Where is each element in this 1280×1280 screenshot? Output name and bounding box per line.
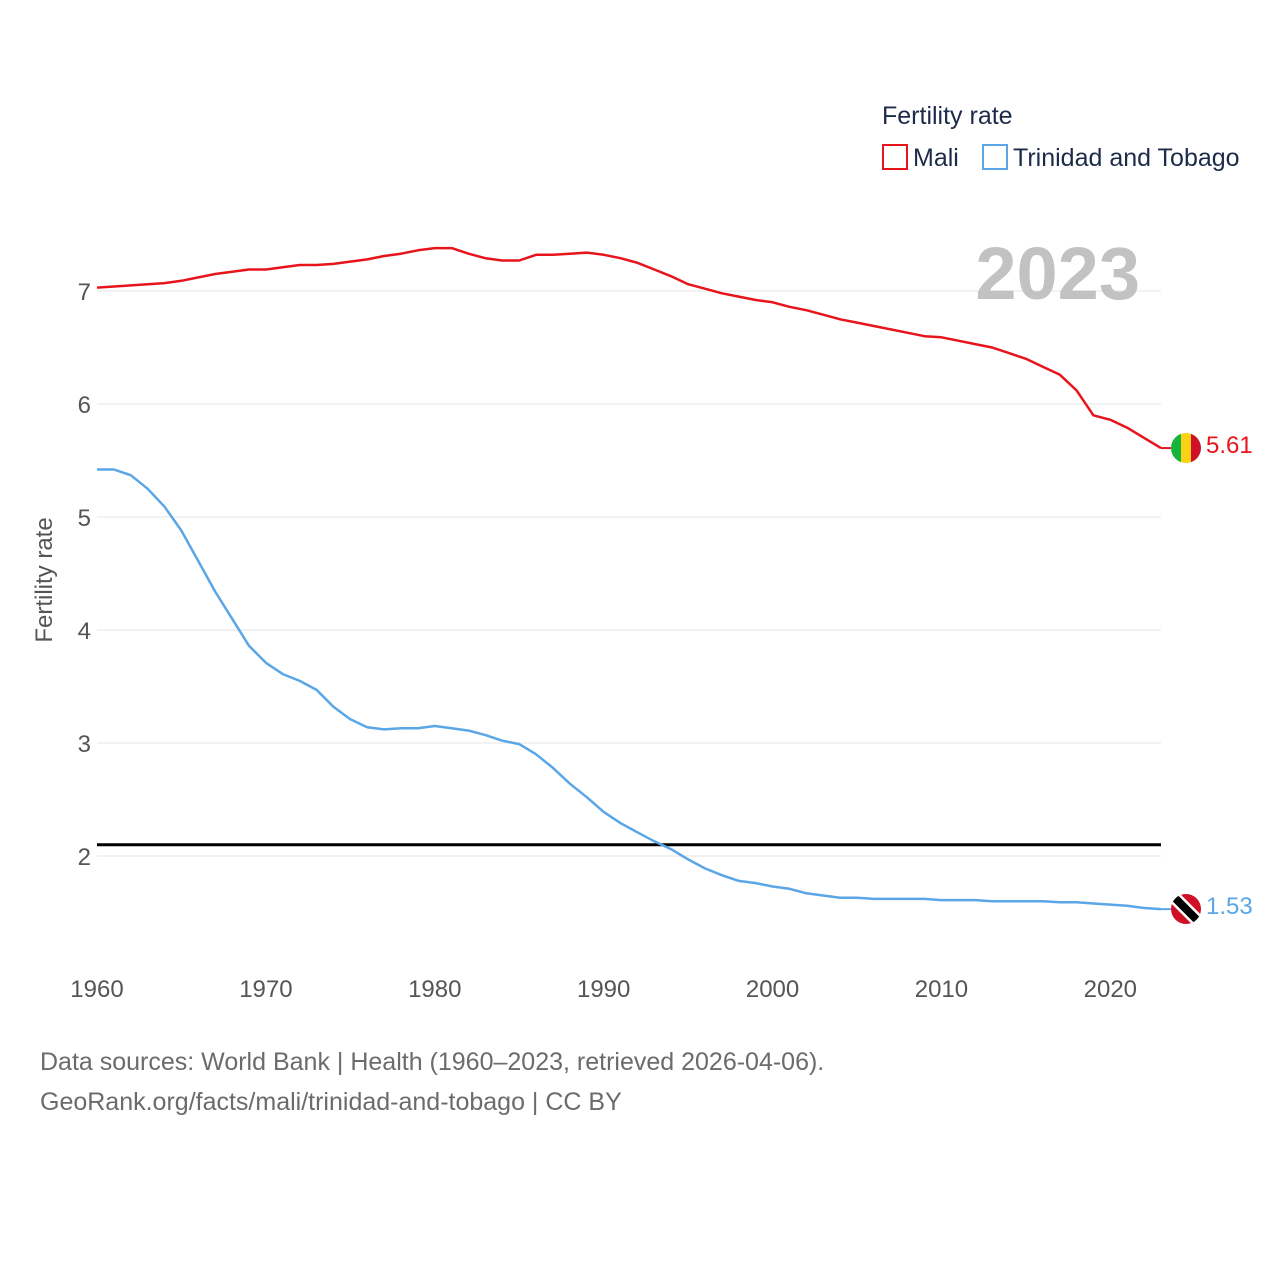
gridlines xyxy=(97,290,1161,857)
current-year-label: 2023 xyxy=(975,232,1140,315)
legend-title: Fertility rate xyxy=(882,102,1013,130)
y-tick-label: 5 xyxy=(78,505,91,532)
x-tick-label: 2020 xyxy=(1084,976,1137,1003)
legend-swatch-trinidad-and-tobago[interactable] xyxy=(982,144,1008,170)
x-tick-label: 1960 xyxy=(70,976,123,1003)
x-axis-ticks: 1960 1970 1980 1990 2000 2010 2020 xyxy=(70,976,1137,1003)
y-tick-label: 7 xyxy=(78,279,91,306)
legend-label-trinidad-and-tobago[interactable]: Trinidad and Tobago xyxy=(1013,144,1240,172)
x-tick-label: 1990 xyxy=(577,976,630,1003)
y-axis-ticks: 2 3 4 5 6 7 xyxy=(78,279,91,871)
trinidad-flag-icon xyxy=(1171,894,1201,924)
footer-attribution: GeoRank.org/facts/mali/trinidad-and-toba… xyxy=(40,1088,622,1116)
legend[interactable]: Fertility rate Mali Trinidad and Tobago xyxy=(882,102,1240,172)
legend-swatch-mali[interactable] xyxy=(882,144,908,170)
y-tick-label: 6 xyxy=(78,392,91,419)
x-tick-label: 1970 xyxy=(239,976,292,1003)
mali-flag-icon xyxy=(1171,433,1201,463)
footer: Data sources: World Bank | Health (1960–… xyxy=(40,1042,824,1122)
trinidad-and-tobago-end-value: 1.53 xyxy=(1206,893,1253,920)
series-lines xyxy=(96,246,1171,911)
footer-source: Data sources: World Bank | Health (1960–… xyxy=(40,1048,825,1076)
series-line-mali[interactable] xyxy=(96,246,1162,450)
legend-label-mali[interactable]: Mali xyxy=(913,144,959,172)
mali-end-value: 5.61 xyxy=(1206,432,1253,459)
series-line-trinidad-and-tobago[interactable] xyxy=(97,468,1162,911)
x-tick-label: 2010 xyxy=(915,976,968,1003)
y-tick-label: 3 xyxy=(78,731,91,758)
fertility-rate-chart: 2 3 4 5 6 7 1960 1970 1980 1990 2000 2010 2020 Fert… xyxy=(31,102,1253,1003)
y-axis-title: Fertility rate xyxy=(31,517,58,642)
y-tick-label: 4 xyxy=(78,618,91,645)
y-tick-label: 2 xyxy=(78,844,91,871)
x-tick-label: 1980 xyxy=(408,976,461,1003)
x-tick-label: 2000 xyxy=(746,976,799,1003)
